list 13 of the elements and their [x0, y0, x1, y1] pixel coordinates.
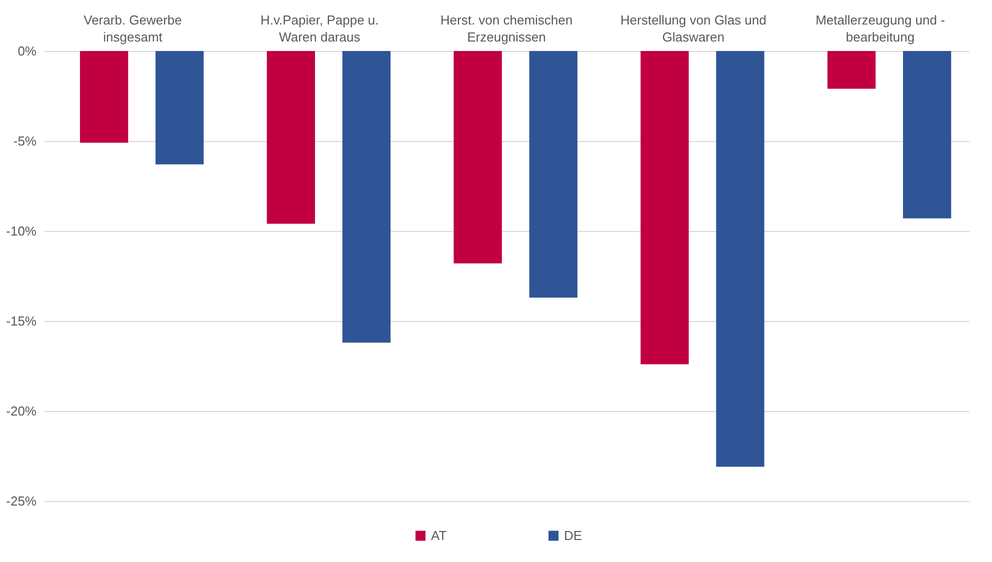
legend-label: DE [564, 528, 582, 543]
x-tick-label: Herstellung von Glas und Glaswaren [620, 12, 766, 44]
y-tick-label: -5% [13, 134, 37, 148]
y-tick-label: 0% [18, 44, 37, 58]
legend-label: AT [431, 528, 447, 543]
x-tick-label: Verarb. Gewerbe insgesamt [84, 12, 182, 44]
y-tick-label: -20% [6, 404, 37, 418]
x-tick-label: Herst. von chemischen Erzeugnissen [440, 12, 573, 44]
y-tick-label: -25% [6, 494, 37, 508]
y-tick-label: -15% [6, 314, 37, 328]
y-tick-label: -10% [6, 224, 37, 238]
x-tick-label: Metallerzeugung und - bearbeitung [816, 12, 945, 44]
x-tick-label: H.v.Papier, Pappe u. Waren daraus [260, 12, 379, 44]
